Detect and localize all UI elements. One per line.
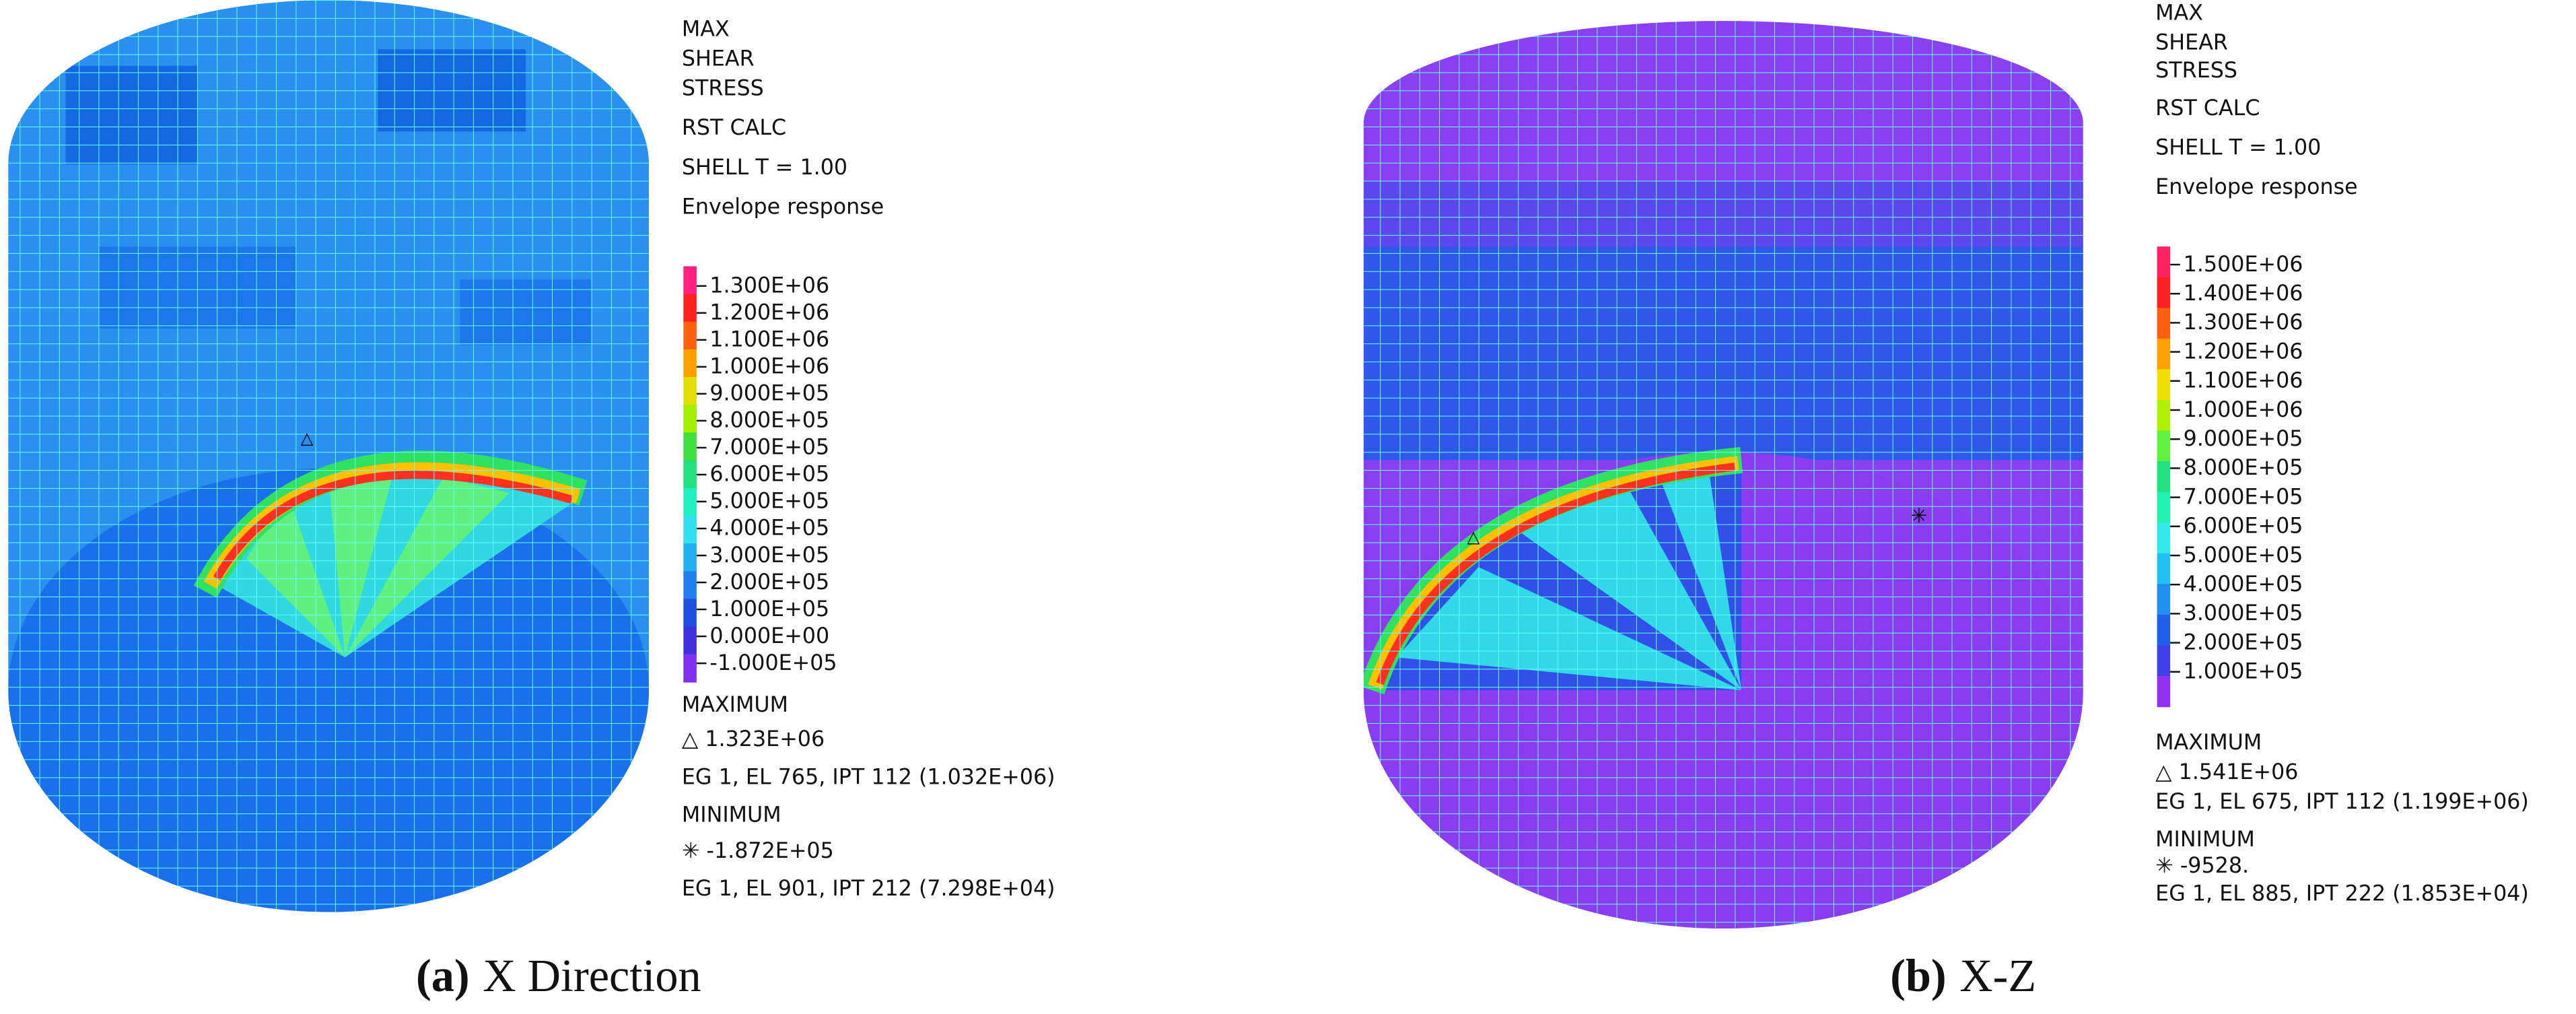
maximum-location: EG 1, EL 765, IPT 112 (1.032E+06)	[682, 765, 1055, 789]
caption-text: X Direction	[483, 950, 701, 1001]
level-label: 2.000E+05	[2184, 630, 2303, 654]
legend-title: SHEAR	[2155, 30, 2228, 55]
color-bar-segment	[2157, 308, 2171, 339]
color-bar-segment	[683, 460, 697, 489]
legend-title: SHELL T = 1.00	[2155, 135, 2321, 160]
level-label: 1.000E+05	[2184, 660, 2303, 684]
minimum-heading: MINIMUM	[682, 803, 781, 827]
level-label: 1.200E+06	[709, 301, 829, 325]
maximum-heading: MAXIMUM	[2155, 731, 2262, 755]
level-label: 1.300E+06	[2184, 310, 2303, 335]
maximum-value: △ 1.541E+06	[2155, 760, 2298, 784]
color-bar-segment	[683, 377, 697, 406]
legend-title: RST CALC	[682, 116, 786, 140]
minimum-heading: MINIMUM	[2155, 827, 2255, 852]
color-bar-segment	[683, 654, 697, 683]
maximum-location: EG 1, EL 675, IPT 112 (1.199E+06)	[2155, 790, 2529, 814]
level-label: 1.400E+06	[2184, 281, 2303, 306]
level-label: 1.300E+06	[709, 273, 829, 298]
minimum-value: ✳ -1.872E+05	[682, 839, 834, 863]
color-bar-segment	[2157, 430, 2171, 462]
level-label: 1.000E+06	[709, 355, 829, 379]
max-marker: △	[1467, 528, 1480, 546]
legend-title: SHELL T = 1.00	[682, 156, 847, 180]
legend-title: STRESS	[2155, 59, 2237, 83]
color-bar-segment	[683, 321, 697, 350]
level-label: 1.500E+06	[2184, 252, 2303, 277]
level-label: 2.000E+05	[709, 570, 829, 595]
color-bar-segment	[683, 487, 697, 516]
color-bar-segment	[683, 543, 697, 572]
level-label: 4.000E+05	[2184, 572, 2303, 597]
legend-title: Envelope response	[2155, 175, 2357, 199]
level-label: 6.000E+05	[709, 463, 829, 487]
minimum-value: ✳ -9528.	[2155, 854, 2249, 878]
caption: (a) X Direction	[416, 950, 701, 1001]
color-bar-segment	[2157, 277, 2171, 309]
color-bar-segment	[2157, 338, 2171, 370]
level-label: 6.000E+05	[2184, 514, 2303, 539]
max-marker: △	[301, 430, 314, 448]
level-label: 3.000E+05	[2184, 601, 2303, 626]
minimum-location: EG 1, EL 901, IPT 212 (7.298E+04)	[682, 877, 1055, 901]
maximum-heading: MAXIMUM	[682, 693, 788, 717]
color-bar-segment	[683, 266, 697, 295]
level-label: 5.000E+05	[2184, 543, 2303, 568]
level-label: 1.000E+06	[2184, 398, 2303, 422]
level-label: 4.000E+05	[709, 516, 829, 541]
color-bar-segment	[2157, 461, 2171, 493]
level-label: 0.000E+00	[709, 624, 829, 648]
level-label: 1.000E+05	[709, 597, 829, 621]
caption-text: X-Z	[1959, 950, 2036, 1001]
caption-label: (b)	[1890, 950, 1947, 1001]
legend-title: RST CALC	[2155, 96, 2260, 121]
level-label: 9.000E+05	[2184, 427, 2303, 451]
color-bar-segment	[683, 405, 697, 434]
color-bar-segment	[683, 571, 697, 600]
color-bar-segment	[2157, 492, 2171, 523]
legend-title: STRESS	[682, 77, 764, 101]
cylinder-b: △ ✳	[1363, 21, 2083, 929]
level-label: 9.000E+05	[709, 382, 829, 406]
legend-title: SHEAR	[682, 47, 755, 71]
color-bar-segment	[683, 294, 697, 323]
level-label: 1.100E+06	[709, 328, 829, 352]
cylinder-a: △	[8, 0, 650, 912]
level-label: -1.000E+05	[709, 651, 837, 675]
color-bar-segment	[2157, 645, 2171, 677]
maximum-value: △ 1.323E+06	[682, 727, 825, 751]
color-bar-segment	[683, 599, 697, 628]
color-bar-segment	[683, 626, 697, 655]
color-bar-segment	[2157, 614, 2171, 646]
minimum-location: EG 1, EL 885, IPT 222 (1.853E+04)	[2155, 882, 2529, 906]
color-bar-segment	[2157, 675, 2171, 708]
color-bar-segment	[2157, 522, 2171, 554]
color-bar-segment	[683, 432, 697, 461]
legend-title: MAX	[682, 18, 730, 42]
level-label: 7.000E+05	[709, 436, 829, 460]
color-bar-segment	[683, 515, 697, 544]
color-bar-segment	[683, 349, 697, 378]
level-label: 5.000E+05	[709, 489, 829, 514]
color-bar-segment	[2157, 399, 2171, 432]
color-bar-segment	[2157, 246, 2171, 278]
color-bar-segment	[2157, 553, 2171, 585]
color-bar-segment	[2157, 584, 2171, 615]
min-marker: ✳	[1911, 506, 1928, 527]
level-label: 3.000E+05	[709, 543, 829, 568]
caption-label: (a)	[416, 950, 470, 1001]
caption: (b) X-Z	[1890, 950, 2036, 1001]
legend-title: MAX	[2155, 1, 2203, 25]
level-label: 8.000E+05	[709, 409, 829, 433]
level-label: 8.000E+05	[2184, 456, 2303, 480]
legend-title: Envelope response	[682, 195, 884, 219]
color-bar-segment	[2157, 369, 2171, 401]
level-label: 1.100E+06	[2184, 369, 2303, 393]
level-label: 7.000E+05	[2184, 485, 2303, 509]
level-label: 1.200E+06	[2184, 339, 2303, 364]
